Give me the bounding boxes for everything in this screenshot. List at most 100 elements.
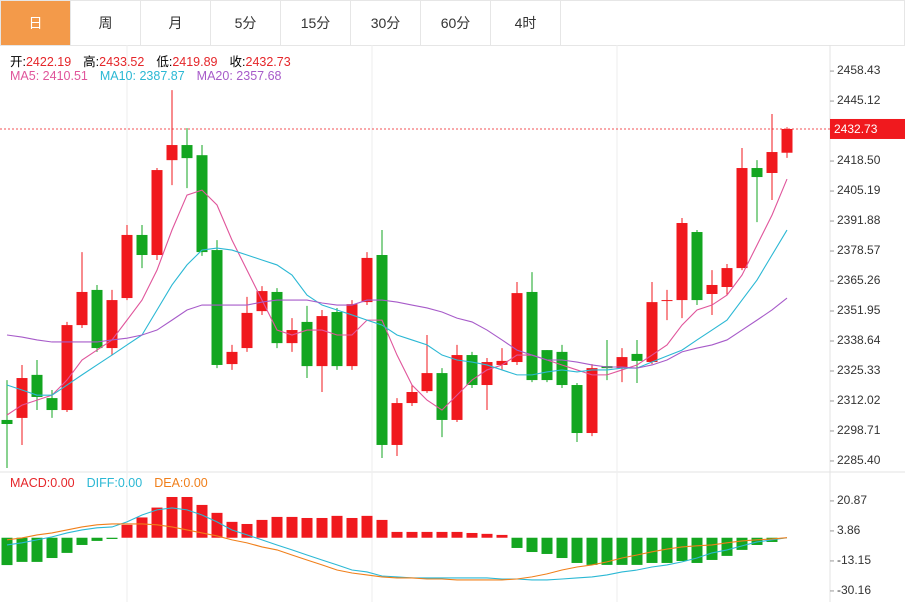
- candle-body: [691, 232, 703, 301]
- period-tab[interactable]: 4时: [491, 1, 561, 45]
- ohlc-label: 高:: [83, 55, 100, 69]
- macd-bar: [556, 537, 568, 559]
- candle-body: [151, 170, 163, 256]
- ma-value: 2410.51: [42, 69, 88, 83]
- candle-body: [226, 351, 238, 365]
- macd-legend-item: DIFF:0.00: [87, 476, 143, 490]
- candle-body: [706, 284, 718, 294]
- indicator-line: [6, 507, 788, 581]
- ohlc-item: 低:2419.89: [156, 51, 217, 70]
- period-tab[interactable]: 60分: [421, 1, 491, 45]
- candle-body: [241, 312, 253, 349]
- macd-bar: [646, 537, 658, 563]
- ma-name: MA5:: [10, 69, 40, 83]
- macd-bar: [16, 537, 28, 562]
- macd-name: DEA:: [154, 476, 184, 490]
- macd-bar: [151, 507, 163, 538]
- macd-bar: [61, 537, 73, 553]
- candle-body: [271, 291, 283, 344]
- candle-body: [1, 419, 13, 425]
- macd-value: 0.00: [117, 476, 143, 490]
- candle-body: [211, 250, 223, 365]
- period-tab[interactable]: 日: [1, 1, 71, 45]
- ohlc-value: 2433.52: [99, 55, 145, 69]
- candle-body: [46, 398, 58, 411]
- macd-legend-item: DEA:0.00: [154, 476, 208, 490]
- period-tab[interactable]: 月: [141, 1, 211, 45]
- candle-body: [136, 234, 148, 256]
- macd-bar: [391, 531, 403, 538]
- period-tab[interactable]: 周: [71, 1, 141, 45]
- y-tick-label: 2405.19: [837, 183, 881, 197]
- macd-bar: [511, 537, 523, 548]
- y-tick-label: 2378.57: [837, 243, 881, 257]
- candle-body: [196, 155, 208, 253]
- ma-legend-item: MA10: 2387.87: [100, 69, 185, 83]
- candle-body: [121, 234, 133, 299]
- macd-bar: [286, 516, 298, 538]
- macd-bar: [601, 537, 613, 565]
- candle-body: [61, 325, 73, 411]
- macd-bar: [1, 537, 13, 566]
- indicator-line: [6, 178, 788, 416]
- ma-value: 2387.87: [139, 69, 185, 83]
- period-tab[interactable]: 5分: [211, 1, 281, 45]
- candle-body: [721, 268, 733, 288]
- macd-bar: [31, 537, 43, 562]
- ohlc-value: 2422.19: [25, 55, 72, 69]
- candle-body: [331, 312, 343, 367]
- macd-legend: MACD:0.00 DIFF:0.00 DEA:0.00: [10, 476, 208, 490]
- y-tick-label: 2458.43: [837, 63, 881, 77]
- macd-bar: [436, 531, 448, 538]
- candle-body: [571, 385, 583, 434]
- y-tick-label: 3.86: [837, 523, 861, 537]
- macd-bar: [721, 537, 733, 556]
- candle-body: [421, 373, 433, 392]
- candle-body: [556, 351, 568, 386]
- macd-bar: [196, 504, 208, 538]
- candle-body: [376, 255, 388, 445]
- ohlc-item: 收:2432.73: [230, 51, 291, 70]
- y-tick-label: 2351.95: [837, 303, 881, 317]
- candle-body: [301, 321, 313, 367]
- candle-body: [736, 168, 748, 269]
- ma-name: MA20:: [196, 69, 233, 83]
- period-tab[interactable]: 30分: [351, 1, 421, 45]
- macd-bar: [271, 516, 283, 538]
- macd-bar: [91, 537, 103, 541]
- candle-body: [646, 302, 658, 363]
- macd-bar: [346, 517, 358, 538]
- macd-value: 0.00: [183, 476, 208, 490]
- macd-bar: [751, 537, 763, 545]
- candle-body: [526, 291, 538, 381]
- macd-name: MACD:: [10, 476, 51, 490]
- candle-body: [781, 128, 793, 153]
- macd-bar: [361, 515, 373, 538]
- candle-body: [496, 360, 508, 365]
- candle-body: [541, 350, 553, 381]
- macd-value: 0.00: [50, 476, 75, 490]
- macd-bar: [421, 531, 433, 538]
- period-tab[interactable]: 15分: [281, 1, 351, 45]
- candle-body: [766, 152, 778, 173]
- candle-body: [676, 223, 688, 301]
- candle-body: [751, 168, 763, 178]
- indicator-line: [6, 523, 788, 581]
- y-tick-label: 2298.71: [837, 423, 881, 437]
- candle-body: [631, 353, 643, 361]
- macd-bar: [211, 512, 223, 538]
- macd-bar: [736, 537, 748, 550]
- macd-bar: [526, 537, 538, 553]
- macd-bar: [691, 537, 703, 563]
- macd-bar: [256, 519, 268, 538]
- macd-bar: [496, 534, 508, 538]
- y-tick-label: 2365.26: [837, 273, 881, 287]
- candle-body: [31, 374, 43, 397]
- candle-body: [661, 300, 673, 302]
- candle-body: [181, 145, 193, 159]
- y-tick-label: -13.15: [837, 553, 871, 567]
- macd-bar: [616, 537, 628, 565]
- macd-bar: [466, 532, 478, 538]
- candle-body: [316, 316, 328, 367]
